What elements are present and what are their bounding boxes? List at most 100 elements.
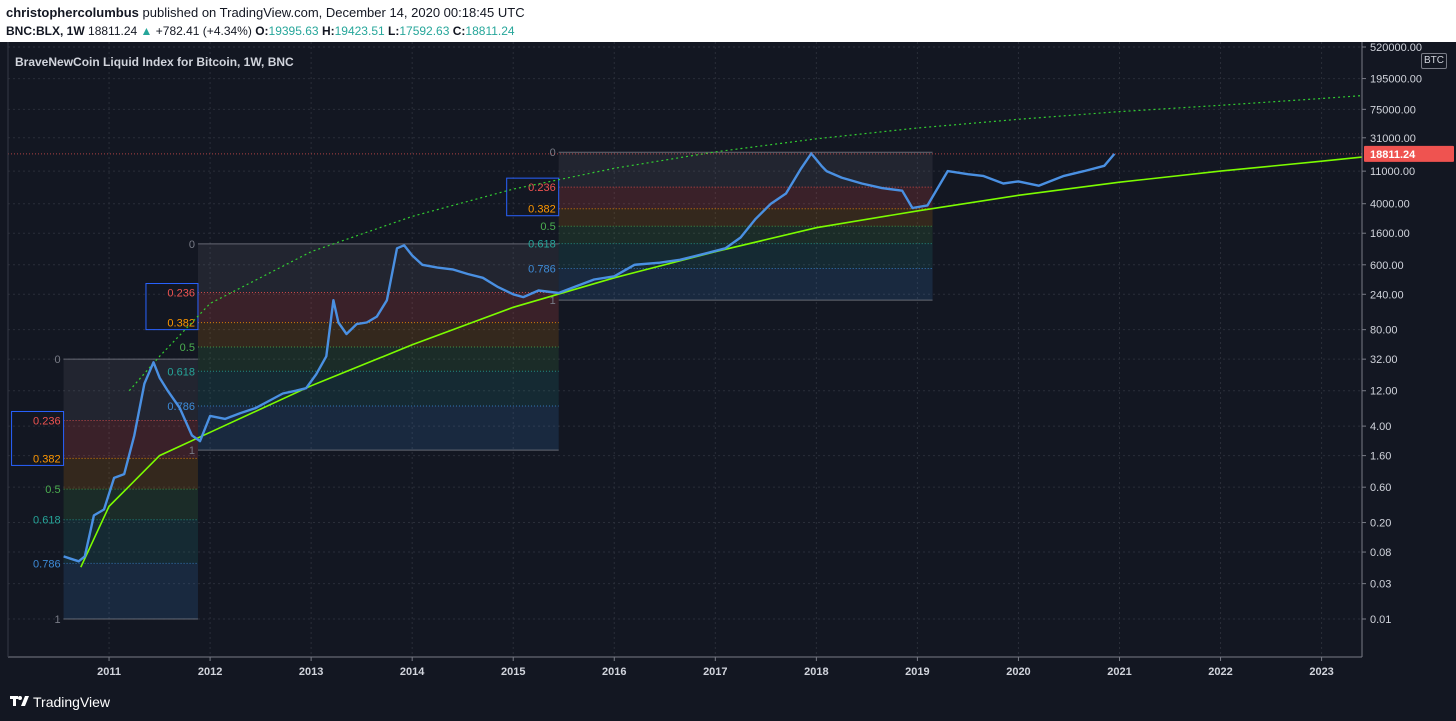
fib-level-label: 0.236 (33, 415, 61, 427)
x-tick-label[interactable]: 2018 (804, 666, 828, 678)
fib-level-label: 1 (54, 614, 60, 626)
y-tick-label[interactable]: 240.00 (1370, 289, 1404, 301)
fib-level-label: 0.618 (33, 515, 61, 527)
fib-level-label: 0 (54, 354, 60, 366)
fib-level-label: 1 (189, 445, 195, 457)
chart-area[interactable]: 0 0.236 0.382 0.5 0.618 0.786 1 0 0.236 0.382 0.5 0… (0, 42, 1456, 683)
fib-level-label: 0.382 (33, 453, 61, 465)
x-tick-label[interactable]: 2012 (198, 666, 222, 678)
fib-zone (63, 489, 198, 520)
y-tick-label[interactable]: 0.08 (1370, 547, 1391, 559)
x-tick-label[interactable]: 2014 (400, 666, 425, 678)
currency-badge[interactable]: BTC (1421, 53, 1447, 69)
price-tag[interactable] (1364, 145, 1454, 162)
y-tick-label[interactable]: 0.60 (1370, 482, 1391, 494)
published-info: published on TradingView.com, December 1… (142, 5, 525, 20)
fib-zone (558, 226, 933, 244)
x-tick-label[interactable]: 2021 (1107, 666, 1131, 678)
fib-zone (558, 208, 933, 227)
fib-zone (197, 243, 559, 293)
price-chart[interactable]: 00.2360.3820.50.6180.786100.2360.3820.50… (0, 42, 1456, 683)
price-series (63, 152, 1116, 563)
open-value: 19395.63 (268, 24, 319, 38)
fib-selection-box[interactable] (145, 283, 199, 331)
fib-level-label: 0.618 (167, 366, 195, 378)
publication-line: christophercolumbus published on Trading… (6, 5, 525, 20)
high-label: H: (321, 24, 335, 38)
y-tick-label[interactable]: 0.20 (1370, 518, 1391, 530)
fib-level-label: 0 (550, 147, 556, 159)
fib-level-label: 0.236 (167, 288, 195, 300)
price-change: +782.41 (+4.34%) (155, 24, 252, 38)
fib-selection-box[interactable] (506, 177, 560, 217)
fib-zone (558, 187, 933, 209)
price-line (63, 152, 1116, 563)
tradingview-logo-icon[interactable] (10, 694, 30, 708)
fib-level-label: 0.618 (528, 239, 556, 251)
y-tick-label[interactable]: 0.01 (1370, 614, 1391, 626)
fib-zone (63, 563, 198, 619)
axes[interactable]: 520000.00195000.0075000.0031000.0011000.… (7, 42, 1454, 678)
x-tick-label[interactable]: 2023 (1309, 666, 1333, 678)
high-value: 19423.51 (334, 24, 385, 38)
x-tick-label[interactable]: 2016 (602, 666, 626, 678)
y-tick-label[interactable]: 11000.00 (1370, 166, 1415, 178)
x-tick-label[interactable]: 2011 (97, 666, 121, 678)
open-label: O: (255, 24, 269, 38)
publication-header: christophercolumbus published on Trading… (0, 0, 1456, 42)
tradingview-brand[interactable]: TradingView (33, 694, 111, 710)
symbol-label: BNC:BLX, 1W (6, 24, 85, 38)
fib-retracements[interactable]: 00.2360.3820.50.6180.786100.2360.3820.50… (11, 147, 933, 626)
low-label: L: (388, 24, 400, 38)
fib-zone (558, 243, 933, 269)
x-tick-label[interactable]: 2020 (1006, 666, 1030, 678)
fib-level-label: 0.382 (528, 204, 556, 216)
author-name[interactable]: christophercolumbus (6, 5, 139, 20)
low-value: 17592.63 (399, 24, 450, 38)
fib-zone (558, 268, 933, 301)
close-label: C: (452, 24, 466, 38)
y-tick-label[interactable]: 75000.00 (1370, 104, 1416, 116)
fib-level-label: 0.786 (33, 558, 61, 570)
fib-level-label: 0.5 (45, 484, 60, 496)
x-tick-label[interactable]: 2015 (501, 666, 525, 678)
x-tick-label[interactable]: 2017 (703, 666, 727, 678)
quote-line: BNC:BLX, 1W 18811.24 ▲ +782.41 (+4.34%) … (6, 24, 515, 38)
fib-zone (558, 152, 933, 188)
fib-level-label: 1 (550, 295, 556, 307)
y-tick-label[interactable]: 12.00 (1370, 386, 1398, 398)
y-tick-label[interactable]: 31000.00 (1370, 133, 1416, 145)
y-tick-label[interactable]: 600.00 (1370, 260, 1404, 272)
y-tick-label[interactable]: 4.00 (1370, 421, 1391, 433)
x-tick-label[interactable]: 2022 (1208, 666, 1232, 678)
y-tick-label[interactable]: 1600.00 (1370, 228, 1410, 240)
y-tick-label[interactable]: 80.00 (1370, 325, 1398, 337)
chart-title: BraveNewCoin Liquid Index for Bitcoin, 1… (15, 55, 294, 69)
fib-zone (197, 322, 559, 347)
fib-selection-box[interactable] (11, 410, 65, 466)
fib-level-label: 0.236 (528, 182, 556, 194)
fib-level-label: 0.786 (528, 263, 556, 275)
y-tick-label[interactable]: 0.03 (1370, 579, 1391, 591)
support-curve[interactable] (80, 156, 1363, 568)
fib-level-label: 0.786 (167, 401, 195, 413)
y-tick-label[interactable]: 1.60 (1370, 451, 1391, 463)
up-arrow-icon: ▲ (140, 24, 153, 38)
fib-level-label: 0.5 (180, 342, 195, 354)
resistance-curve[interactable] (128, 95, 1363, 392)
last-price: 18811.24 (88, 24, 138, 38)
y-tick-label[interactable]: 520000.00 (1370, 42, 1422, 54)
fib-level-label: 0.5 (540, 221, 555, 233)
fib-level-label: 0 (189, 239, 195, 251)
y-tick-label[interactable]: 4000.00 (1370, 199, 1410, 211)
chart-grid (8, 42, 1362, 657)
fib-retracement[interactable]: 0 0.236 0.382 0.5 0.618 0.786 1 (506, 147, 933, 307)
y-tick-label[interactable]: 195000.00 (1370, 74, 1422, 86)
x-tick-label[interactable]: 2013 (299, 666, 323, 678)
y-tick-label[interactable]: 32.00 (1370, 354, 1398, 366)
trend-curves[interactable] (80, 95, 1363, 568)
fib-zone (197, 371, 559, 406)
x-tick-label[interactable]: 2019 (905, 666, 929, 678)
fib-zone (197, 292, 559, 323)
